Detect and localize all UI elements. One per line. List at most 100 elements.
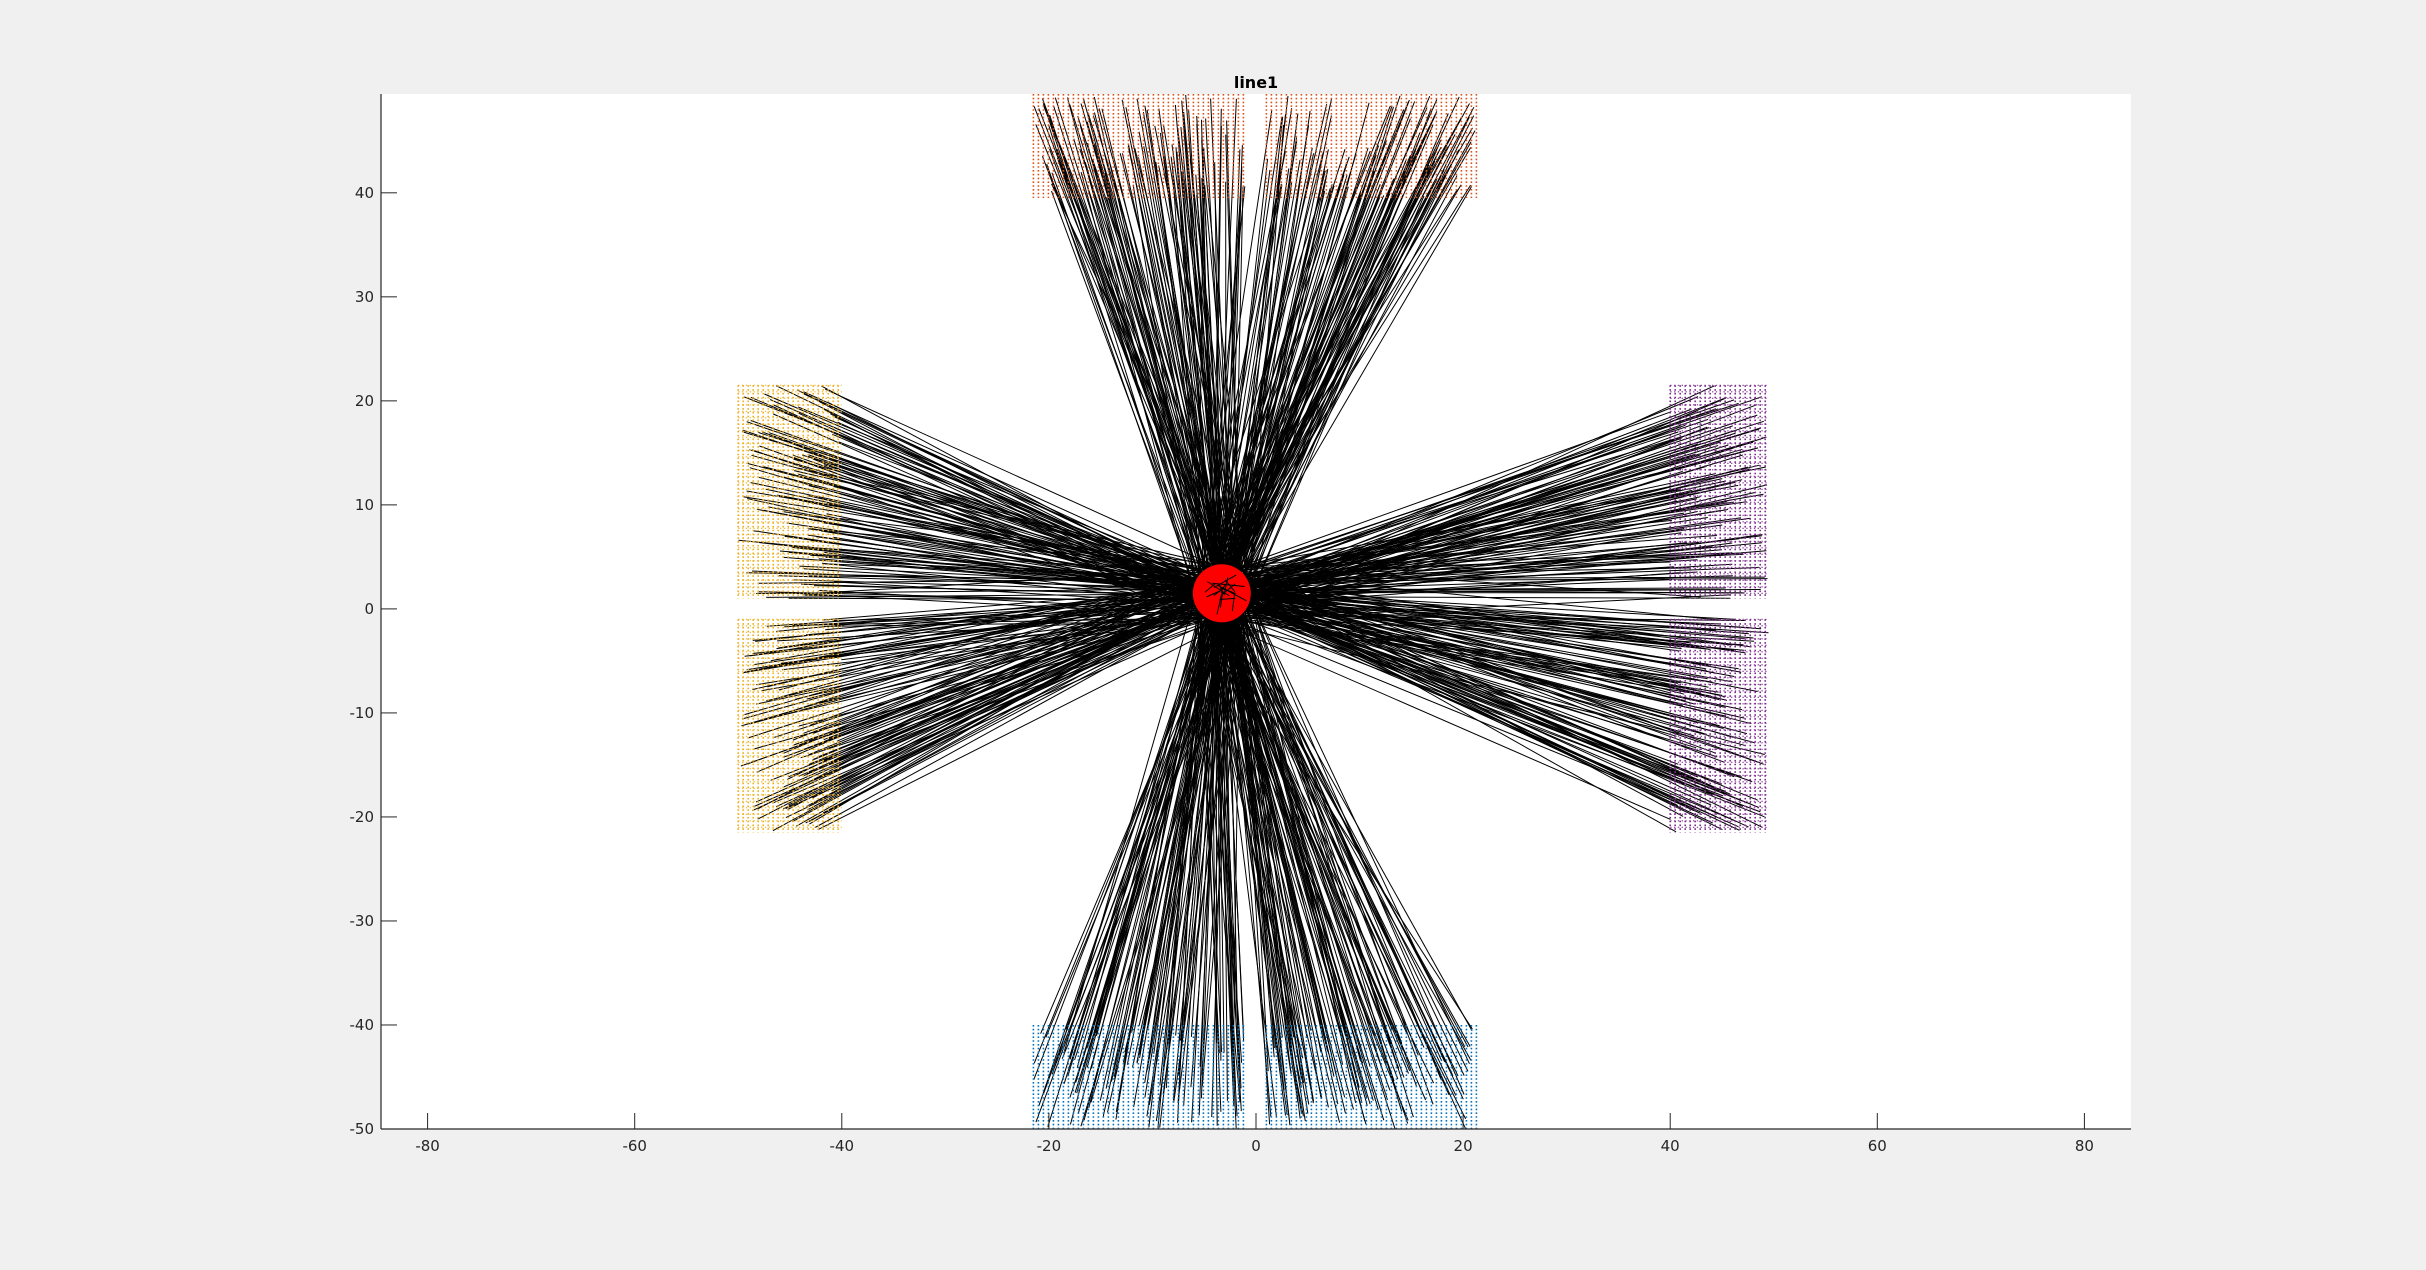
connection-line — [750, 396, 1212, 595]
connection-line — [808, 455, 1209, 595]
series-block — [1669, 384, 1769, 599]
connection-line — [823, 464, 1222, 597]
connection-line — [1227, 399, 1735, 576]
connection-line — [744, 575, 1221, 716]
connection-line — [1238, 573, 1731, 797]
connection-line — [821, 385, 1206, 593]
cluster-line — [1212, 582, 1245, 587]
connection-line — [1144, 584, 1227, 1098]
connection-line — [1071, 606, 1216, 1062]
connection-line — [1215, 418, 1709, 587]
cluster-line — [1213, 574, 1237, 588]
connection-line — [1233, 168, 1325, 604]
cluster-line — [1219, 584, 1223, 594]
connection-line — [1191, 600, 1222, 1123]
connection-line — [826, 502, 1225, 592]
connection-line — [1220, 581, 1446, 1061]
connection-line — [1056, 157, 1212, 602]
y-tick-label: -50 — [350, 1120, 375, 1138]
series-block — [737, 618, 842, 833]
connection-line — [1227, 147, 1369, 579]
connection-line — [1075, 578, 1231, 1083]
cluster-line — [1206, 590, 1220, 598]
connection-line — [1215, 602, 1472, 1061]
connection-line — [816, 547, 1232, 576]
connection-line — [798, 412, 1232, 617]
connection-line — [1063, 577, 1202, 1052]
connection-line — [1232, 470, 1683, 617]
connection-line — [1207, 468, 1751, 611]
connection-line — [1228, 96, 1460, 594]
connection-line — [1210, 595, 1277, 1117]
connection-line — [1159, 595, 1224, 1128]
connection-line — [841, 412, 1239, 601]
y-tick-label: 20 — [355, 392, 374, 410]
connection-line — [836, 570, 1238, 742]
connection-line — [805, 600, 1229, 824]
connection-line — [813, 568, 1215, 594]
connection-line — [798, 473, 1221, 595]
connection-line — [1228, 586, 1308, 1038]
connection-line — [1229, 570, 1681, 735]
y-tick-label: -20 — [350, 808, 375, 826]
connection-line — [1212, 491, 1757, 612]
connection-line — [799, 565, 1229, 588]
connection-line — [1217, 618, 1348, 1039]
connection-line — [1107, 608, 1222, 1113]
cluster-line — [1204, 583, 1216, 593]
connection-line — [825, 593, 1224, 631]
connection-line — [1240, 573, 1434, 1105]
connection-line — [1033, 105, 1223, 586]
connection-line — [797, 406, 1230, 586]
connection-line — [1231, 596, 1731, 599]
connection-line — [807, 589, 1222, 811]
connection-line — [783, 595, 1225, 788]
connection-line — [1233, 186, 1244, 574]
connection-line — [1228, 602, 1677, 737]
connection-line — [1178, 595, 1223, 1075]
connection-line — [1110, 610, 1221, 1082]
connection-line — [1049, 114, 1202, 584]
connection-line — [807, 534, 1222, 595]
connection-line — [1213, 435, 1683, 581]
connection-line — [1224, 597, 1748, 804]
connection-line — [752, 596, 1225, 641]
connection-line — [1233, 596, 1275, 1058]
connection-line — [1138, 172, 1233, 614]
connection-line — [1035, 124, 1226, 588]
connection-line — [1227, 589, 1734, 738]
connection-line — [744, 601, 1222, 657]
connection-line — [1223, 427, 1761, 595]
connection-line — [1216, 602, 1725, 792]
cluster-line — [1219, 597, 1236, 600]
connection-line — [1198, 576, 1735, 677]
connection-line — [1227, 167, 1243, 596]
connection-line — [1127, 145, 1223, 586]
connection-line — [809, 585, 1210, 825]
cluster-line — [1221, 587, 1236, 594]
connection-line — [833, 594, 1248, 786]
connection-line — [1216, 140, 1388, 592]
connection-line — [1211, 489, 1693, 614]
connection-line — [1228, 600, 1371, 1067]
connection-line — [1136, 608, 1215, 1064]
connection-line — [1038, 592, 1215, 1106]
connection-line — [1231, 175, 1458, 597]
connection-line — [1200, 597, 1302, 1088]
connection-line — [1212, 164, 1430, 584]
connection-line — [1227, 411, 1672, 572]
connection-line — [1228, 186, 1349, 612]
connection-line — [1221, 571, 1405, 1078]
connection-line — [1213, 184, 1283, 612]
connection-line — [1201, 119, 1214, 581]
connection-line — [1220, 448, 1754, 591]
connection-line — [754, 616, 1219, 750]
connection-line — [1212, 108, 1222, 579]
connection-line — [1240, 554, 1729, 585]
connection-line — [803, 589, 1230, 662]
y-tick-label: 10 — [355, 496, 374, 514]
connection-line — [1218, 599, 1724, 797]
x-tick-label: 80 — [2075, 1137, 2094, 1155]
connection-line — [1217, 594, 1286, 1116]
